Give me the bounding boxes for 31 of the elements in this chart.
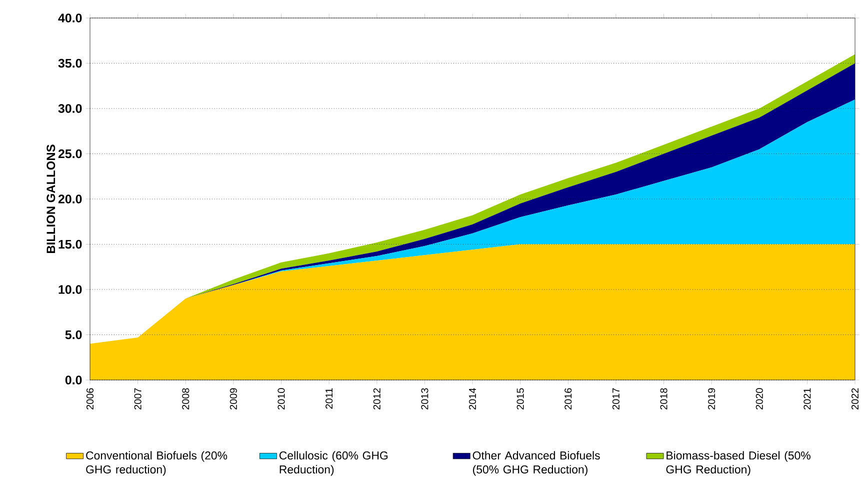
x-tick-label: 2009 xyxy=(230,388,237,410)
y-tick-label: 35.0 xyxy=(58,58,82,68)
x-tick-label: 2014 xyxy=(468,388,476,410)
x-tick-label: 2022 xyxy=(851,388,859,410)
x-tick-label: 2015 xyxy=(516,388,524,410)
x-tick-label: 2011 xyxy=(326,388,333,409)
y-tick-label: 30.0 xyxy=(58,104,82,113)
x-tick-label: 2006 xyxy=(86,388,94,410)
x-tick-label: 2018 xyxy=(660,388,668,410)
y-axis-title: BILLION GALLONS xyxy=(46,144,56,253)
y-tick-label: 10.0 xyxy=(58,285,82,294)
legend-label: Cellulosic (60% GHG Reduction) xyxy=(279,451,388,476)
x-tick-label: 2013 xyxy=(421,388,428,410)
x-tick-label: 2010 xyxy=(278,388,285,410)
legend-label: Other Advanced Biofuels (50% GHG Reduction) xyxy=(472,451,600,476)
x-tick-label: 2021 xyxy=(804,388,811,410)
y-tick-label: 0.0 xyxy=(65,376,82,384)
x-tick-label: 2007 xyxy=(134,388,142,410)
y-tick-label: 40.0 xyxy=(58,14,82,22)
y-tick-label: 5.0 xyxy=(65,330,82,340)
x-tick-label: 2008 xyxy=(182,388,190,410)
y-tick-label: 25.0 xyxy=(58,149,82,158)
y-tick-label: 15.0 xyxy=(58,240,82,249)
x-tick-label: 2016 xyxy=(564,388,572,410)
legend-label: Conventional Biofuels (20% GHG reduction) xyxy=(86,451,228,476)
x-tick-label: 2017 xyxy=(612,388,620,410)
y-tick-label: 20.0 xyxy=(58,194,82,204)
x-tick-label: 2012 xyxy=(373,388,380,410)
legend-label: Biomass-based Diesel (50% GHG Reduction) xyxy=(666,451,810,476)
x-tick-label: 2019 xyxy=(708,388,716,410)
x-tick-label: 2020 xyxy=(756,388,763,410)
